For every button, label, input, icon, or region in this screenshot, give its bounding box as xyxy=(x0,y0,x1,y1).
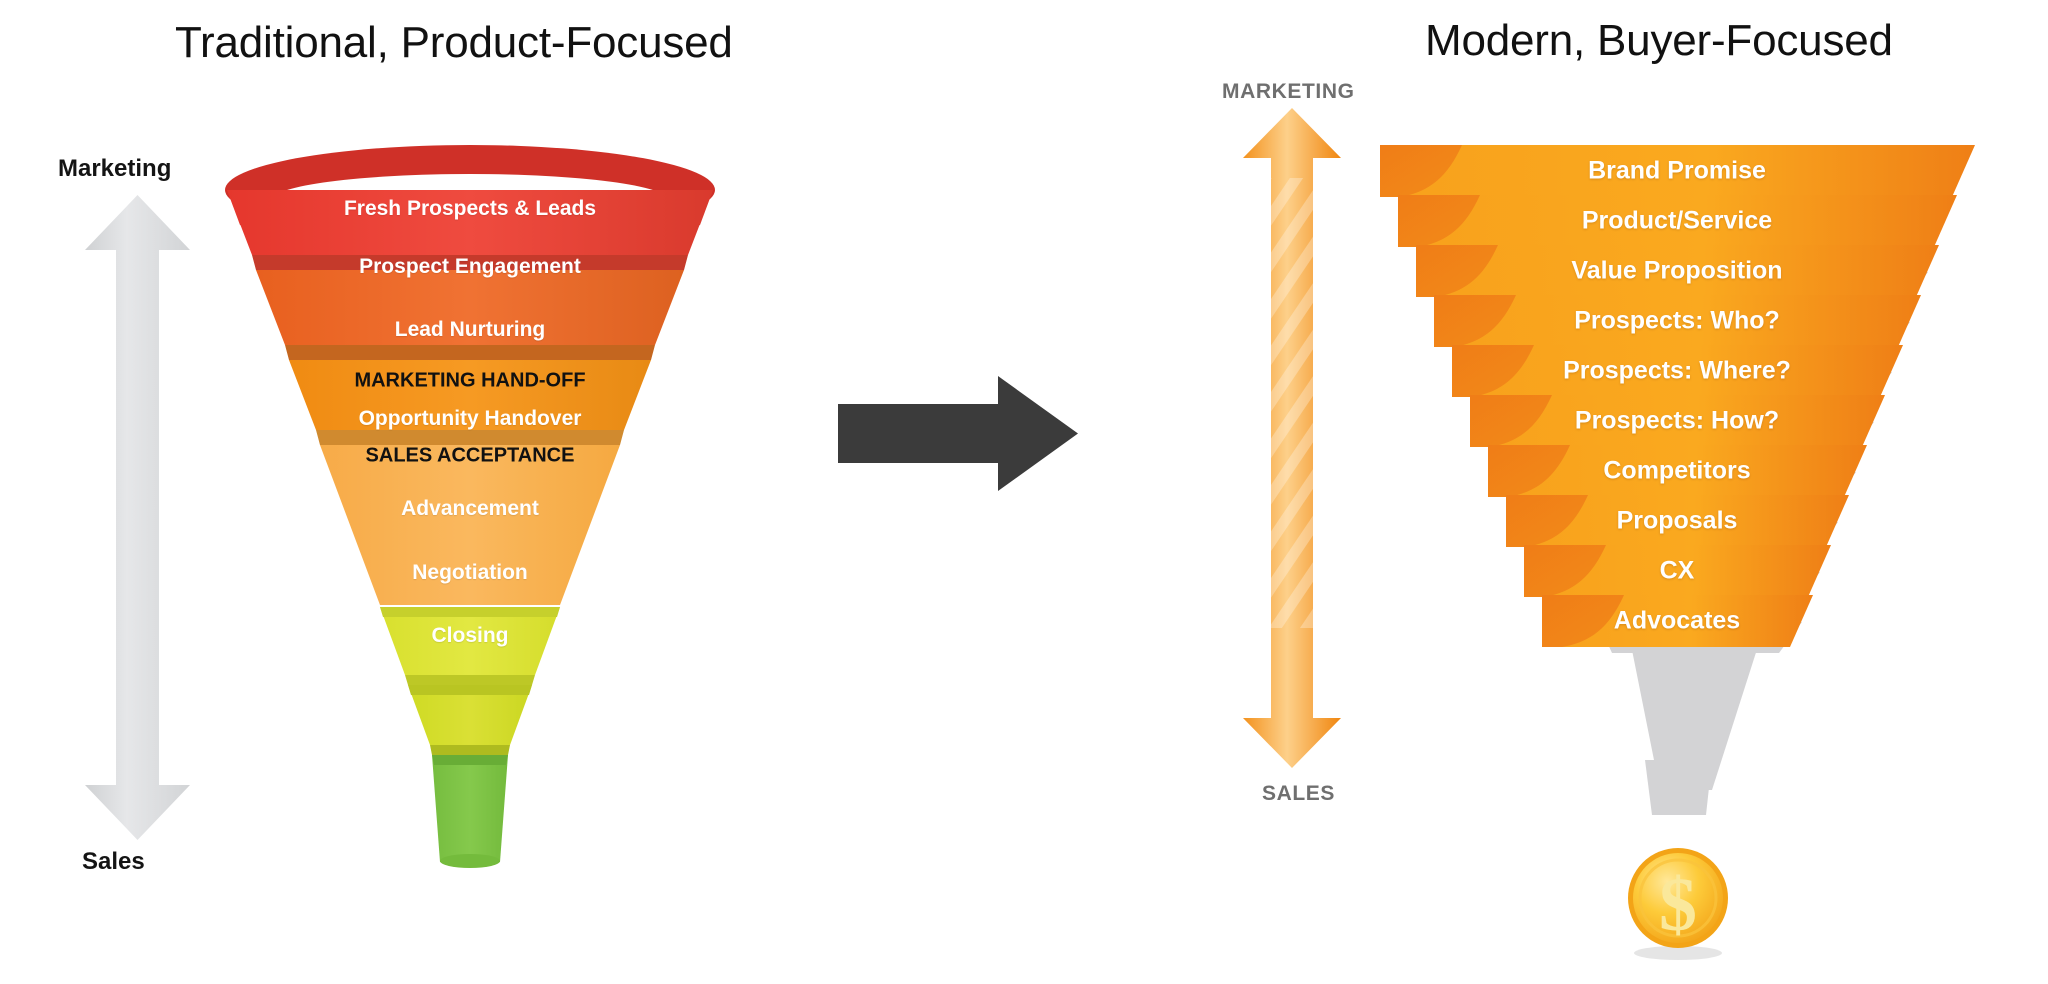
left-band-label-2: Prospect Engagement xyxy=(359,255,581,278)
right-slab-label-8: Proposals xyxy=(1616,506,1738,535)
left-band-label-8: Negotiation xyxy=(412,561,528,584)
double-arrow-vertical-icon xyxy=(85,195,190,840)
right-slab-label-9: CX xyxy=(1659,556,1695,585)
right-slab-label-4: Prospects: Who? xyxy=(1574,306,1780,335)
left-band-label-4: MARKETING HAND-OFF xyxy=(354,369,586,392)
left-axis-top-label: Marketing xyxy=(58,155,172,182)
dollar-coin-symbol: $ xyxy=(1659,863,1697,947)
right-axis-top-label: MARKETING xyxy=(1222,80,1355,103)
page-title-left: Traditional, Product-Focused xyxy=(175,18,733,67)
left-band-label-6: SALES ACCEPTANCE xyxy=(365,444,575,467)
right-slab-label-7: Competitors xyxy=(1603,456,1751,485)
left-band-label-7: Advancement xyxy=(401,497,539,520)
left-band-label-9: Closing xyxy=(431,624,509,647)
left-band-label-1: Fresh Prospects & Leads xyxy=(343,197,597,220)
right-axis-bottom-label: SALES xyxy=(1262,782,1336,805)
right-slab-label-6: Prospects: How? xyxy=(1574,406,1780,435)
right-slab-label-1: Brand Promise xyxy=(1588,156,1766,185)
right-slab-label-3: Value Proposition xyxy=(1571,256,1783,285)
double-arrow-vertical-icon xyxy=(1243,108,1341,768)
right-slab-label-10: Advocates xyxy=(1613,606,1741,635)
left-band-label-3: Lead Nurturing xyxy=(394,318,546,341)
page-title-right: Modern, Buyer-Focused xyxy=(1425,16,1893,65)
left-band-label-5: Opportunity Handover xyxy=(358,407,582,430)
arrow-right-icon xyxy=(838,376,1078,491)
right-slab-label-2: Product/Service xyxy=(1581,206,1773,235)
left-axis-bottom-label: Sales xyxy=(82,848,145,875)
right-slab-label-5: Prospects: Where? xyxy=(1563,356,1791,385)
